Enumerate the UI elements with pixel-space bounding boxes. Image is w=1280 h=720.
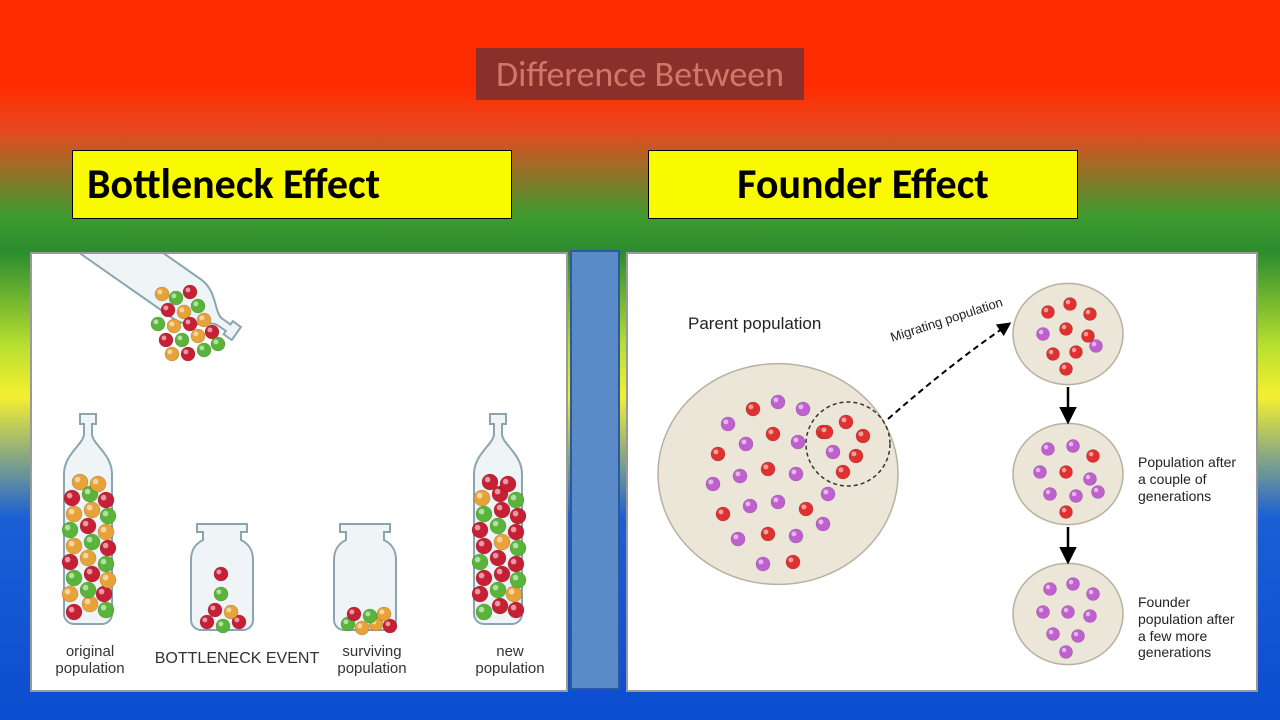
bottleneck-panel: original population BOTTLENECK EVENT sur… — [30, 252, 568, 692]
center-blue-strip — [570, 250, 620, 690]
label-original-population: original population — [50, 644, 130, 677]
label-bottleneck-event: BOTTLENECK EVENT — [152, 650, 322, 668]
page-title: Difference Between — [476, 48, 804, 100]
left-heading: Bottleneck Effect — [72, 150, 512, 219]
label-parent-population: Parent population — [688, 314, 821, 334]
right-heading: Founder Effect — [648, 150, 1078, 219]
label-surviving-population: surviving population — [332, 644, 412, 677]
bottleneck-diagram — [32, 254, 570, 694]
label-generation-2: Founder population after a few more gene… — [1138, 594, 1235, 661]
label-new-population: new population — [470, 644, 550, 677]
label-generation-1: Population after a couple of generations — [1138, 454, 1236, 504]
founder-panel: Parent population Migrating population P… — [626, 252, 1258, 692]
